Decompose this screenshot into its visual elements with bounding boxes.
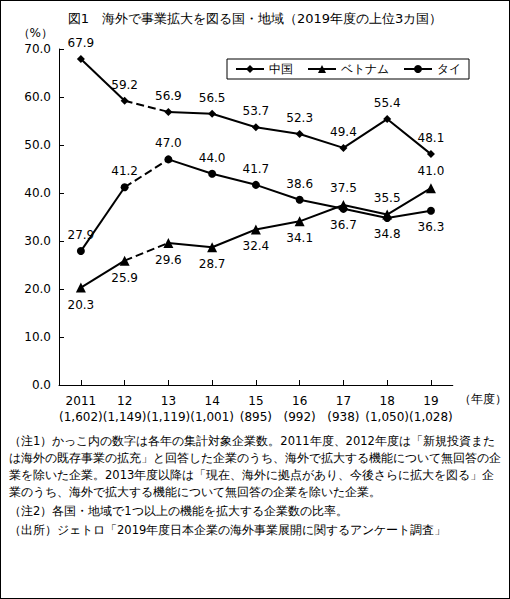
svg-text:(1,050): (1,050) [365,410,409,424]
html-text:（注2）各国・地域で1つ以上の機能を拡大する企業数の比率。: （注2）各国・地域で1つ以上の機能を拡大する企業数の比率。 [9,504,348,518]
svg-text:44.0: 44.0 [199,151,226,165]
svg-text:(938): (938) [327,410,359,424]
html-text:（出所）ジェトロ「2019年度日本企業の海外事業展開に関する: （出所）ジェトロ「2019年度日本企業の海外事業展開に関するアンケート調査」 [9,523,447,537]
svg-text:40.0: 40.0 [24,186,51,200]
svg-text:47.0: 47.0 [155,136,182,150]
svg-text:17: 17 [336,394,351,408]
svg-text:10.0: 10.0 [24,330,51,344]
svg-text:(992): (992) [284,410,316,424]
svg-text:41.7: 41.7 [243,162,270,176]
svg-text:59.2: 59.2 [111,78,138,92]
svg-text:（年度）: （年度） [459,392,507,406]
svg-text:0.0: 0.0 [32,378,51,392]
svg-text:36.3: 36.3 [418,220,445,234]
svg-text:タイ: タイ [437,62,461,76]
svg-text:20.0: 20.0 [24,282,51,296]
svg-text:38.6: 38.6 [286,177,313,191]
svg-text:(895): (895) [240,410,272,424]
svg-text:48.1: 48.1 [418,131,445,145]
svg-text:29.6: 29.6 [155,253,182,267]
svg-text:中国: 中国 [269,62,293,76]
svg-text:32.4: 32.4 [243,239,270,253]
svg-text:53.7: 53.7 [243,104,270,118]
svg-text:49.4: 49.4 [330,125,357,139]
svg-text:(1,028): (1,028) [409,410,453,424]
svg-text:35.5: 35.5 [374,191,401,205]
svg-text:18: 18 [380,394,395,408]
svg-text:図1 海外で事業拡大を図る国・地域（2019年度の上位3カ国: 図1 海外で事業拡大を図る国・地域（2019年度の上位3カ国） [68,11,443,26]
svg-text:56.9: 56.9 [155,89,182,103]
svg-text:34.1: 34.1 [286,231,313,245]
html-text:（注1）かっこ内の数字は各年の集計対象企業数。2011年度、: （注1）かっこ内の数字は各年の集計対象企業数。2011年度、2012年度は「新規… [9,434,501,499]
svg-text:50.0: 50.0 [24,138,51,152]
svg-text:30.0: 30.0 [24,234,51,248]
svg-text:70.0: 70.0 [24,42,51,56]
svg-text:(1,149): (1,149) [103,410,147,424]
svg-text:15: 15 [248,394,263,408]
svg-text:19: 19 [423,394,438,408]
svg-text:67.9: 67.9 [68,36,95,50]
svg-text:56.5: 56.5 [199,91,226,105]
svg-text:16: 16 [292,394,307,408]
svg-text:（%）: （%） [18,26,53,40]
svg-text:36.7: 36.7 [330,218,357,232]
svg-text:25.9: 25.9 [111,271,138,285]
svg-text:2011: 2011 [66,394,97,408]
svg-text:14: 14 [205,394,220,408]
svg-text:41.0: 41.0 [418,164,445,178]
svg-text:13: 13 [161,394,176,408]
svg-text:34.8: 34.8 [374,227,401,241]
svg-text:55.4: 55.4 [374,96,401,110]
svg-text:27.9: 27.9 [68,228,95,242]
svg-text:28.7: 28.7 [199,257,226,271]
svg-text:60.0: 60.0 [24,90,51,104]
svg-text:41.2: 41.2 [111,164,138,178]
svg-text:52.3: 52.3 [286,111,313,125]
svg-text:(1,119): (1,119) [147,410,191,424]
svg-text:20.3: 20.3 [68,298,95,312]
svg-text:ベトナム: ベトナム [341,62,389,76]
svg-text:(1,001): (1,001) [190,410,234,424]
svg-text:12: 12 [117,394,132,408]
svg-text:37.5: 37.5 [330,181,357,195]
svg-text:(1,602): (1,602) [59,410,103,424]
